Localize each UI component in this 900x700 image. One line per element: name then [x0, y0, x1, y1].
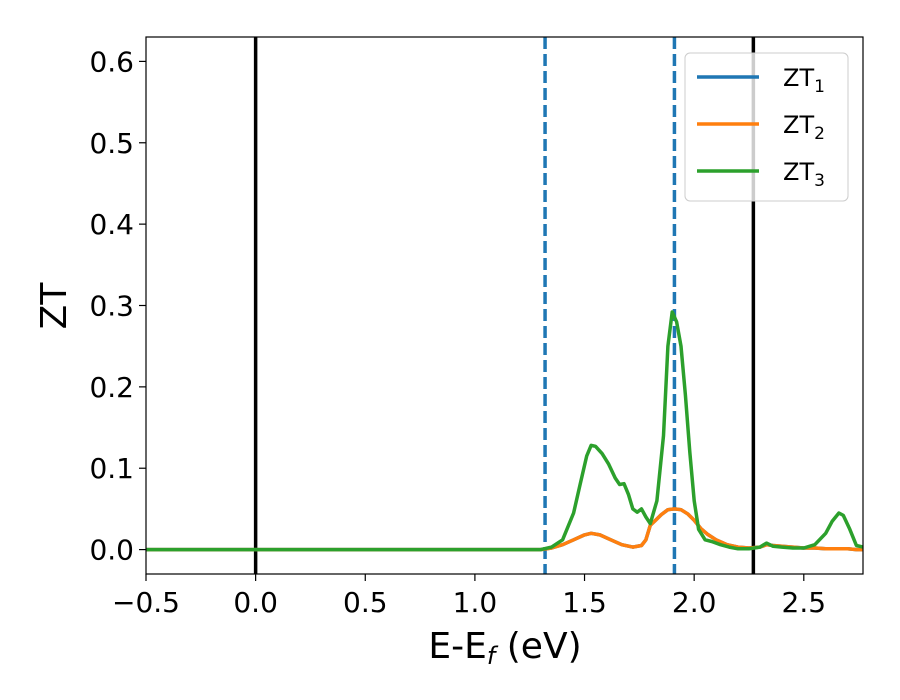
legend: ZT1 ZT2 ZT3: [684, 52, 849, 202]
x-tick-label: 0.0: [233, 586, 278, 619]
series-line-zt3: [146, 310, 863, 552]
legend-label-zt3: ZT3: [783, 158, 825, 191]
x-tick-label: 1.0: [453, 586, 498, 619]
legend-label-zt2: ZT2: [783, 111, 825, 144]
y-tick-label: 0.6: [89, 45, 134, 78]
y-tick-label: 0.3: [89, 290, 134, 323]
x-tick-label: 1.5: [562, 586, 607, 619]
y-tick-label: 0.4: [89, 208, 134, 241]
series-lines: [146, 310, 863, 552]
y-tick-label: 0.2: [89, 371, 134, 404]
x-axis: −0.5 0.0 0.5 1.0 1.5 2.0 2.5: [112, 574, 826, 619]
x-tick-label: −0.5: [112, 586, 180, 619]
x-axis-label: E-Ef (eV): [428, 626, 581, 670]
y-tick-label: 0.1: [89, 452, 134, 485]
x-tick-label: 0.5: [343, 586, 388, 619]
y-axis: 0.0 0.1 0.2 0.3 0.4 0.5 0.6: [89, 45, 146, 567]
x-tick-label: 2.0: [672, 586, 717, 619]
y-tick-label: 0.5: [89, 127, 134, 160]
x-tick-label: 2.5: [782, 586, 827, 619]
legend-label-zt1: ZT1: [783, 64, 825, 97]
y-tick-label: 0.0: [89, 534, 134, 567]
legend-box: [684, 52, 849, 202]
y-axis-label: ZT: [34, 282, 75, 330]
